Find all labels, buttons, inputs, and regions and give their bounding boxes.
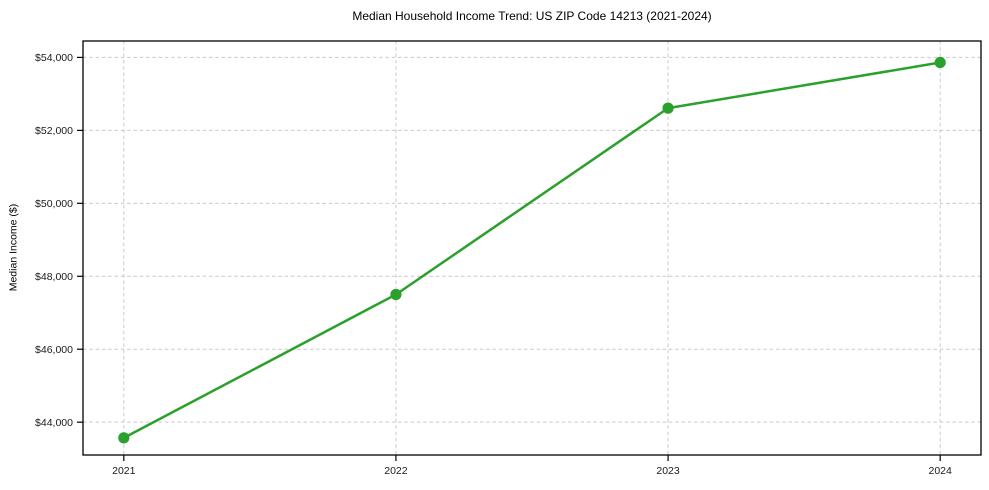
y-tick-label: $48,000 [35,271,73,283]
chart-title: Median Household Income Trend: US ZIP Co… [352,9,712,23]
x-tick-label: 2023 [656,465,680,477]
axis-ticks: $44,000 $46,000 $48,000 $50,000 $52,000 $54,0… [35,52,952,477]
data-point-marker [118,432,130,444]
y-tick-label: $44,000 [35,417,73,429]
x-tick-label: 2021 [112,465,136,477]
data-point-marker [390,288,402,301]
gridlines [83,41,981,455]
series-line [122,61,942,440]
plot-border [82,40,982,456]
y-tick-label: $46,000 [35,344,73,356]
data-point-marker [934,56,946,69]
x-tick-label: 2022 [384,465,408,477]
x-tick-label: 2024 [929,465,953,477]
y-tick-label: $50,000 [35,198,73,210]
y-tick-label: $54,000 [35,52,73,64]
data-point-marker [662,102,674,114]
y-tick-label: $52,000 [35,125,73,137]
